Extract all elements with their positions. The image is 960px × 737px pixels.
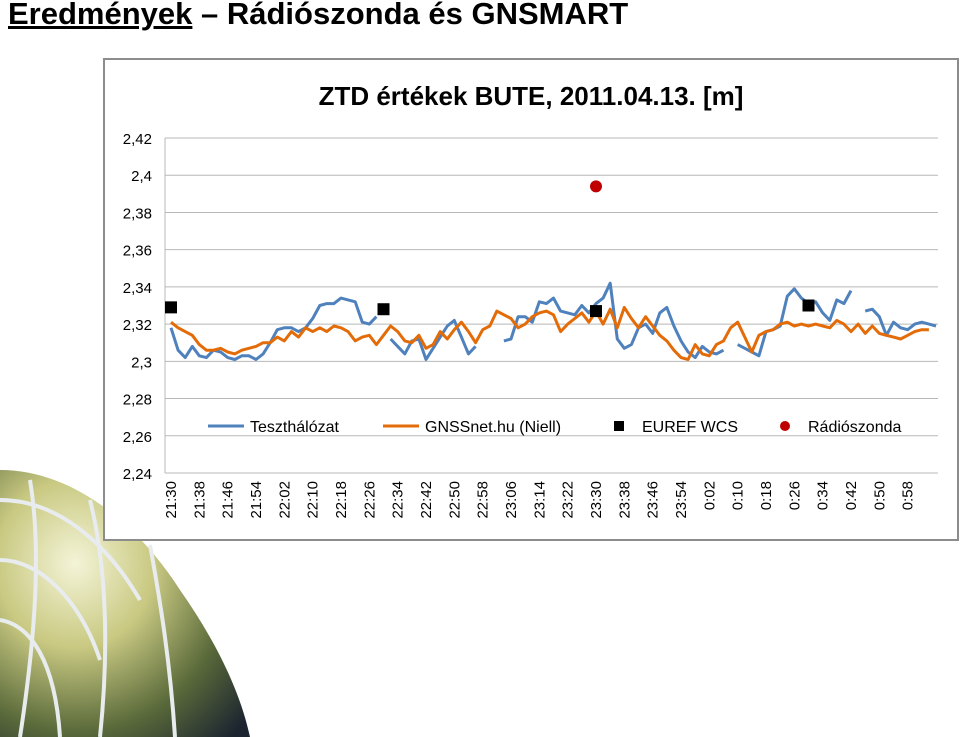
x-tick-label: 0:26	[786, 481, 803, 510]
x-tick-label: 21:46	[220, 481, 237, 519]
x-tick-label: 0:42	[843, 481, 860, 510]
y-tick-label: 2,34	[123, 280, 152, 297]
x-tick-label: 23:14	[531, 481, 548, 519]
x-tick-label: 22:02	[276, 481, 293, 519]
y-tick-labels: 2,24 2,26 2,28 2,3 2,32 2,34 2,36 2,38 2,4 2,42	[123, 131, 152, 483]
x-tick-label: 22:58	[475, 481, 492, 519]
x-tick-label: 0:50	[871, 481, 888, 510]
series-layer	[165, 180, 937, 361]
x-tick-label: 0:02	[701, 481, 718, 510]
legend-label: Teszthálózat	[250, 419, 339, 436]
chart-title: ZTD értékek BUTE, 2011.04.13. [m]	[319, 81, 744, 111]
x-tick-label: 22:10	[305, 481, 322, 519]
grid-lines	[164, 137, 938, 474]
euref-wcs-marker	[377, 303, 390, 316]
y-tick-label: 2,42	[123, 131, 152, 148]
series-line-teszthlzat	[169, 281, 937, 361]
x-tick-label: 21:30	[163, 481, 180, 519]
x-tick-label: 23:38	[616, 481, 633, 519]
legend: Teszthálózat GNSSnet.hu (Niell) EUREF WCS R…	[208, 419, 902, 436]
x-tick-label: 22:34	[390, 481, 407, 519]
x-tick-label: 0:34	[815, 481, 832, 510]
x-tick-label: 22:26	[361, 481, 378, 519]
x-tick-label: 23:06	[503, 481, 520, 519]
x-tick-label: 23:54	[673, 481, 690, 519]
x-tick-labels: 21:30 21:38 21:46 21:54 22:02 22:10 22:18 22:26…	[163, 481, 917, 519]
x-tick-label: 0:58	[900, 481, 917, 510]
x-tick-label: 23:46	[645, 481, 662, 519]
chart-frame	[103, 58, 959, 541]
euref-wcs-marker	[590, 305, 602, 318]
y-tick-label: 2,38	[123, 205, 152, 222]
y-tick-label: 2,24	[123, 466, 152, 483]
euref-wcs-marker	[802, 299, 815, 312]
y-tick-label: 2,28	[123, 392, 152, 409]
x-tick-label: 21:38	[191, 481, 208, 519]
legend-label: EUREF WCS	[642, 419, 738, 436]
radioszonda-marker	[590, 180, 602, 193]
euref-wcs-marker	[165, 301, 177, 314]
legend-swatch	[780, 421, 790, 431]
y-tick-label: 2,3	[131, 354, 152, 371]
y-tick-label: 2,32	[123, 317, 152, 334]
series-line-gnssnethu	[170, 305, 929, 361]
y-tick-label: 2,26	[123, 429, 152, 446]
legend-label: GNSSnet.hu (Niell)	[425, 419, 561, 436]
x-tick-label: 23:30	[588, 481, 605, 519]
legend-swatch	[614, 421, 624, 431]
slide-title: Eredmények – Rádiószonda és GNSMART	[8, 0, 628, 32]
x-tick-label: 22:42	[418, 481, 435, 519]
y-tick-label: 2,36	[123, 243, 152, 260]
slide-title-underlined: Eredmények	[8, 0, 193, 31]
x-tick-label: 23:22	[560, 481, 577, 519]
y-tick-label: 2,4	[131, 168, 152, 185]
x-tick-label: 21:54	[248, 481, 265, 519]
x-tick-label: 0:18	[758, 481, 775, 510]
x-tick-label: 0:10	[730, 481, 747, 510]
x-tick-label: 22:18	[333, 481, 350, 519]
legend-label: Rádiószonda	[808, 419, 902, 436]
x-tick-label: 22:50	[446, 481, 463, 519]
slide-title-rest: – Rádiószonda és GNSMART	[192, 0, 629, 31]
